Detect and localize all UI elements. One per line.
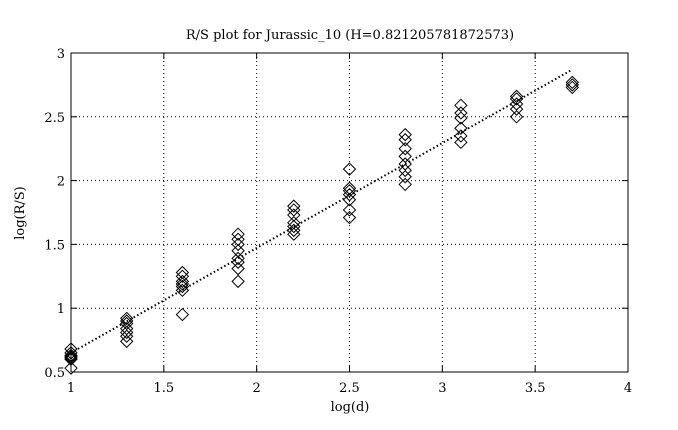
y-tick-label: 1.5	[44, 238, 65, 253]
y-tick-label: 2	[57, 175, 65, 190]
x-tick-label: 1.5	[153, 381, 174, 396]
data-point	[231, 237, 245, 252]
data-point	[342, 210, 357, 225]
data-point	[175, 269, 190, 284]
chart-title: R/S plot for Jurassic_10 (H=0.8212057818…	[186, 28, 514, 43]
data-point	[287, 227, 301, 241]
data-point	[565, 78, 580, 92]
data-point	[454, 98, 468, 113]
data-point	[175, 265, 190, 280]
y-tick-label: 3	[57, 47, 65, 62]
data-point	[342, 203, 357, 217]
data-point	[64, 342, 78, 356]
x-axis-title: log(d)	[331, 400, 370, 415]
data-point	[231, 227, 245, 241]
y-tick-labels: 0.5 1 1.5 2 2.5 3	[44, 47, 65, 381]
y-tick-label: 0.5	[44, 366, 65, 381]
data-point	[119, 316, 134, 331]
data-point	[398, 127, 412, 142]
x-tick-label: 3	[438, 381, 446, 396]
data-point	[231, 255, 245, 269]
data-point	[175, 277, 190, 291]
data-point	[119, 329, 134, 343]
data-point	[509, 102, 524, 116]
data-point	[509, 92, 524, 106]
data-point	[342, 193, 357, 207]
data-point	[64, 352, 78, 366]
data-points	[64, 75, 580, 375]
data-point	[398, 177, 412, 192]
x-tick-label: 2	[253, 381, 261, 396]
data-point	[342, 162, 357, 176]
data-point	[509, 110, 524, 124]
data-point	[64, 348, 78, 363]
data-point	[565, 75, 580, 90]
data-point	[231, 274, 245, 289]
data-point	[398, 133, 412, 147]
x-tick-label: 2.5	[339, 381, 360, 396]
data-point	[119, 325, 134, 340]
data-point	[454, 135, 468, 150]
data-point	[231, 232, 245, 247]
data-point	[175, 279, 190, 294]
data-point	[454, 111, 468, 125]
grid-lines	[71, 53, 628, 372]
data-point	[231, 261, 245, 276]
y-axis-title: log(R/S)	[13, 186, 28, 240]
data-point	[342, 184, 357, 198]
axis-ticks	[70, 52, 629, 373]
data-point	[398, 141, 412, 156]
data-point	[287, 223, 301, 238]
data-point	[119, 321, 134, 336]
x-tick-labels: 1 1.5 2 2.5 3 3.5 4	[67, 381, 632, 396]
fit-line	[70, 68, 573, 354]
data-point	[509, 89, 524, 104]
data-point	[287, 199, 301, 213]
plot-frame	[70, 52, 629, 373]
data-point	[454, 106, 468, 120]
data-point	[454, 129, 468, 143]
data-point	[398, 163, 412, 178]
data-point	[64, 361, 78, 375]
x-tick-label: 3.5	[525, 381, 546, 396]
y-tick-label: 2.5	[44, 111, 65, 126]
y-tick-label: 1	[57, 302, 65, 317]
data-point	[175, 274, 190, 289]
data-point	[119, 311, 134, 326]
x-tick-label: 4	[624, 381, 632, 396]
data-point	[287, 208, 301, 222]
data-point	[287, 203, 301, 217]
x-tick-label: 1	[67, 381, 75, 396]
data-point	[398, 149, 412, 164]
data-point	[287, 216, 301, 230]
data-point	[398, 170, 412, 184]
data-point	[175, 307, 190, 322]
data-point	[509, 97, 524, 111]
data-point	[64, 351, 78, 365]
data-point	[565, 80, 580, 95]
data-point	[119, 334, 134, 349]
data-point	[454, 121, 468, 135]
